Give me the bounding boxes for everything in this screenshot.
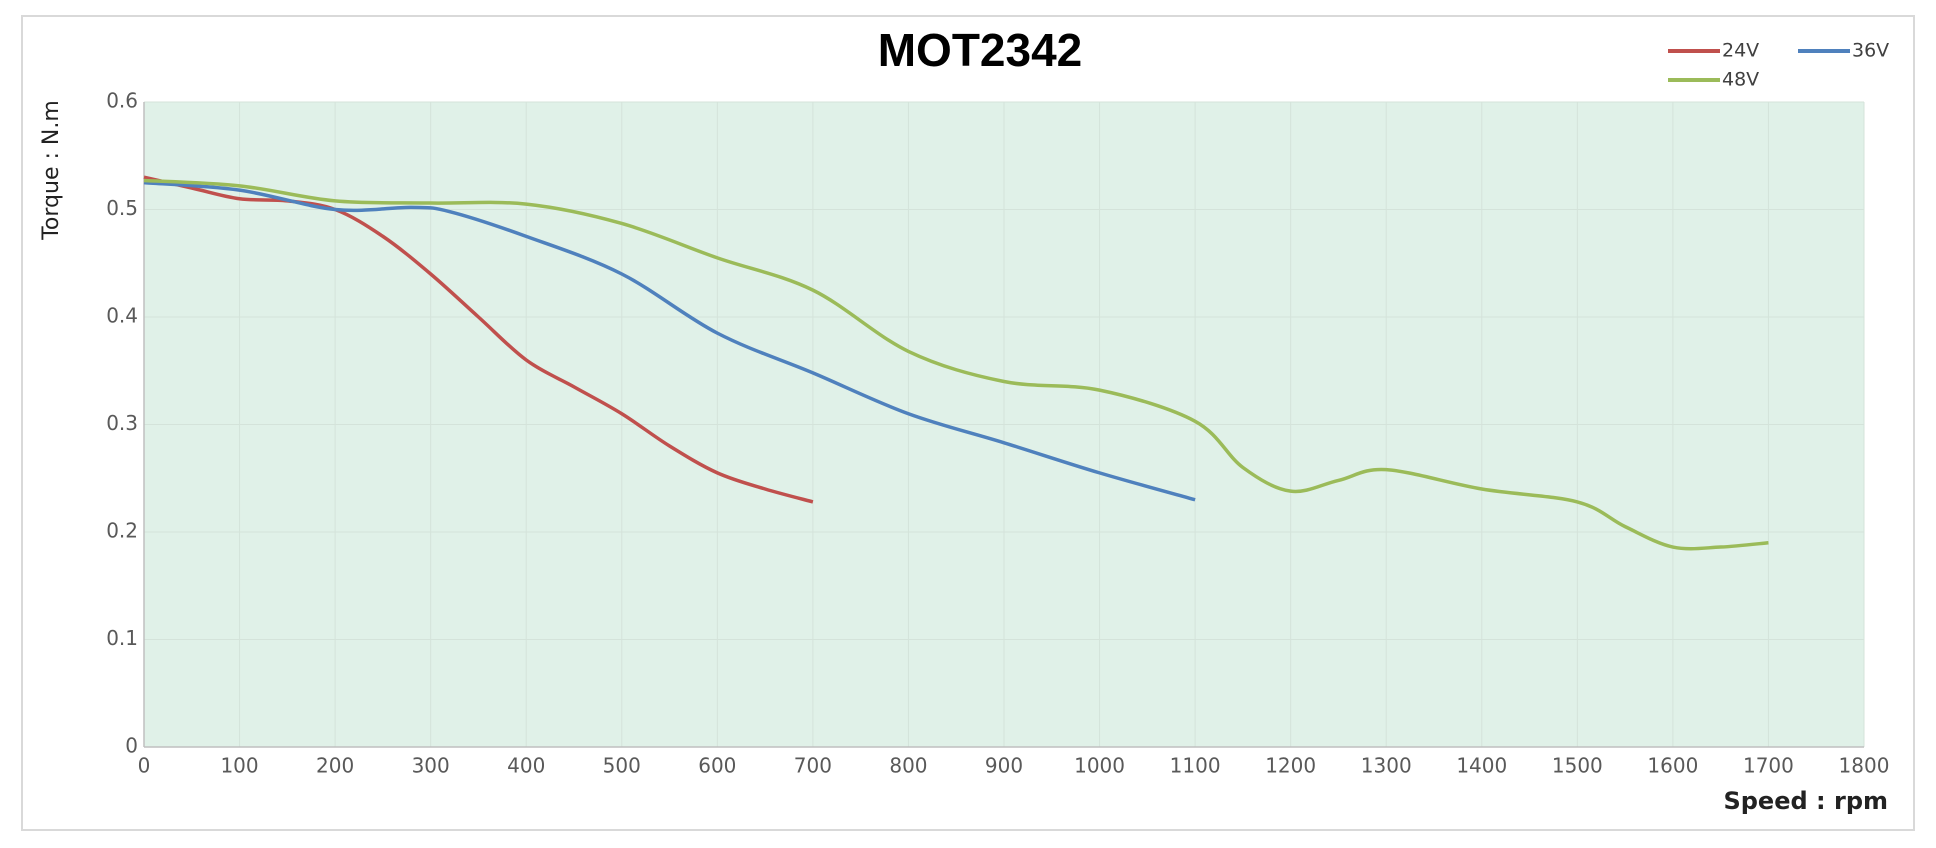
y-tick-label: 0.3	[106, 411, 138, 435]
x-tick-label: 500	[603, 754, 641, 778]
legend-label: 24V	[1722, 40, 1759, 62]
y-tick-label: 0.5	[106, 196, 138, 220]
chart-title: MOT2342	[878, 24, 1083, 76]
x-tick-label: 400	[507, 754, 545, 778]
y-tick-label: 0.6	[106, 89, 138, 113]
y-tick-label: 0.4	[106, 304, 138, 328]
y-tick-label: 0	[125, 734, 138, 758]
x-tick-label: 1200	[1265, 754, 1316, 778]
x-tick-label: 1600	[1647, 754, 1698, 778]
x-tick-label: 1700	[1743, 754, 1794, 778]
x-tick-label: 200	[316, 754, 354, 778]
x-tick-label: 1100	[1170, 754, 1221, 778]
series-line	[143, 175, 814, 504]
x-tick-label: 700	[794, 754, 832, 778]
x-tick-label: 1500	[1552, 754, 1603, 778]
x-tick-label: 1300	[1361, 754, 1412, 778]
x-tick-label: 1400	[1456, 754, 1507, 778]
x-tick-label: 1000	[1074, 754, 1125, 778]
x-tick-label: 600	[698, 754, 736, 778]
series-line	[143, 180, 1196, 502]
y-tick-label: 0.1	[106, 626, 138, 650]
x-tick-label: 300	[412, 754, 450, 778]
legend-label: 48V	[1722, 69, 1759, 91]
y-axis-label: Torque : N.m	[39, 100, 64, 241]
y-tick-label: 0.2	[106, 519, 138, 543]
x-tick-label: 0	[138, 754, 151, 778]
x-axis-label: Speed : rpm	[1723, 787, 1888, 815]
x-tick-label: 900	[985, 754, 1023, 778]
x-tick-label: 800	[889, 754, 927, 778]
series-line	[143, 178, 1769, 551]
legend-label: 36V	[1852, 40, 1889, 62]
x-tick-label: 100	[220, 754, 258, 778]
x-tick-label: 1800	[1839, 754, 1890, 778]
